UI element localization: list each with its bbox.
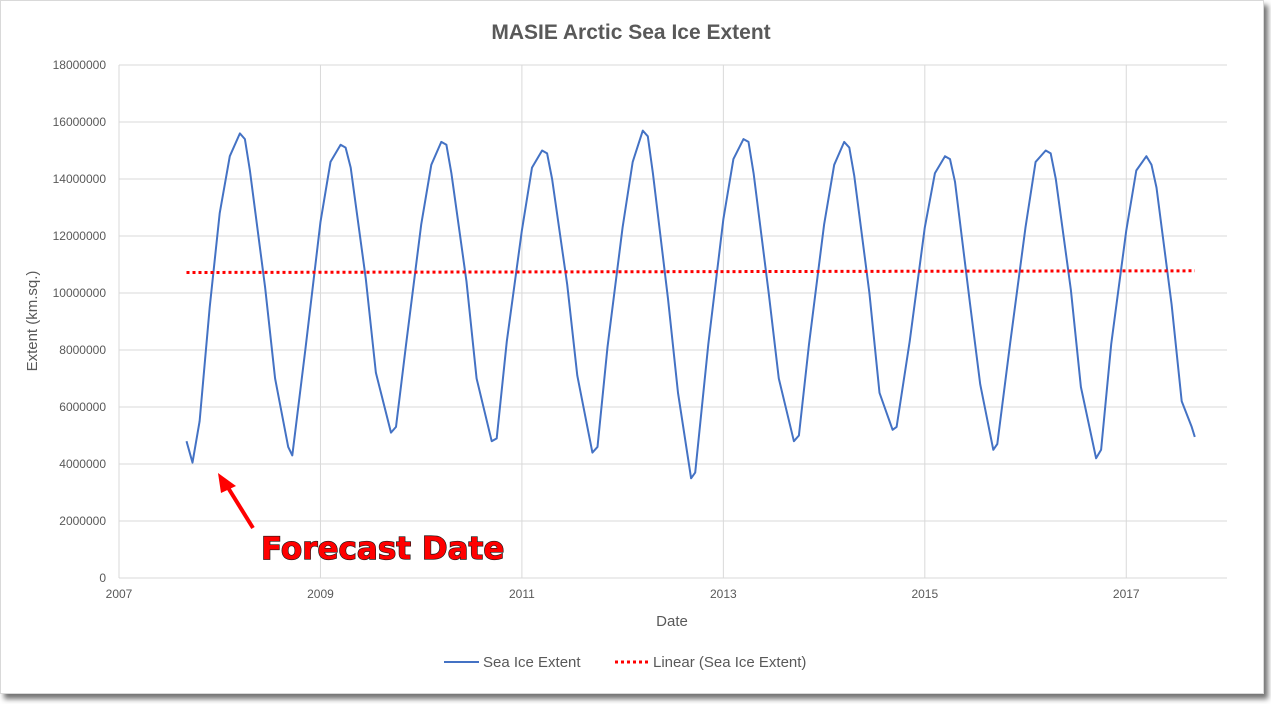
annotation-arrow-shaft [225,484,255,530]
y-tick-label: 2000000 [59,514,106,528]
x-tick-label: 2013 [710,587,737,601]
series-layer [185,129,1196,480]
chart-title: MASIE Arctic Sea Ice Extent [491,21,770,44]
x-tick-label: 2009 [307,587,334,601]
series-line-sea-ice-extent [185,129,1196,480]
chart-canvas: MASIE Arctic Sea Ice Extent 0 2000000 4000… [24,21,1227,671]
y-tick-label: 16000000 [53,115,107,129]
y-tick-label: 4000000 [59,457,106,471]
annotation-arrow-head [218,473,236,493]
forecast-date-label: Forecast Date [261,531,504,567]
legend-label-linear-trend: Linear (Sea Ice Extent) [653,654,806,671]
x-axis-ticks: 2007 2009 2011 2013 2015 2017 [106,587,1140,601]
legend: Sea Ice Extent Linear (Sea Ice Extent) [444,654,806,671]
gridlines [118,64,1227,579]
legend-label-sea-ice-extent: Sea Ice Extent [483,654,581,671]
x-tick-label: 2011 [509,587,535,601]
y-tick-label: 10000000 [53,286,107,300]
y-tick-label: 6000000 [59,400,106,414]
x-tick-label: 2017 [1113,587,1140,601]
y-axis-label: Extent (km.sq.) [24,271,41,372]
x-tick-label: 2007 [106,587,133,601]
series-line-linear-trend [186,269,1195,274]
y-tick-label: 0 [99,571,106,585]
x-axis-label: Date [656,613,688,630]
x-tick-label: 2015 [911,587,938,601]
y-tick-label: 12000000 [53,229,107,243]
y-tick-label: 14000000 [53,172,107,186]
y-tick-label: 8000000 [59,343,106,357]
forecast-annotation: Forecast Date [218,473,505,568]
y-tick-label: 18000000 [53,58,107,72]
y-axis-ticks: 0 2000000 4000000 6000000 8000000 10000000 120… [53,58,107,585]
